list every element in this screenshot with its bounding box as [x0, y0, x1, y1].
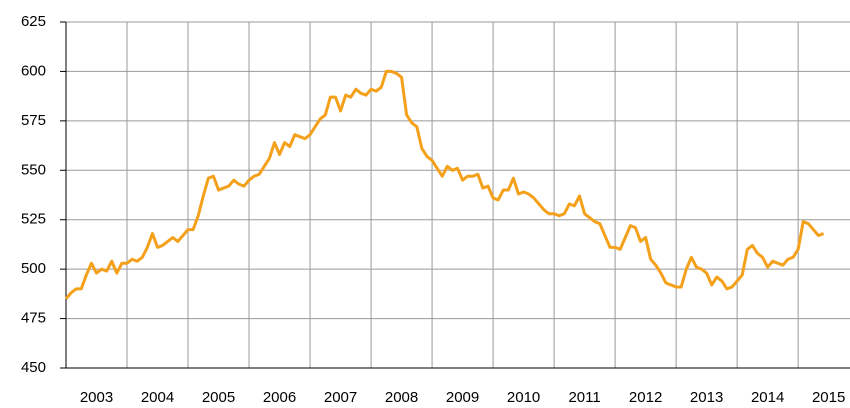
x-tick-label: 2010	[507, 389, 540, 406]
data-line	[64, 69, 825, 300]
x-tick-label: 2003	[80, 389, 113, 406]
x-tick-label: 2009	[446, 389, 479, 406]
x-tick-label: 2013	[690, 389, 723, 406]
x-tick-label: 2011	[568, 389, 600, 406]
y-tick-label: 550	[21, 161, 46, 178]
y-tick-label: 525	[21, 211, 46, 228]
y-tick-label: 575	[21, 112, 46, 129]
x-tick-label: 2006	[263, 389, 296, 406]
x-tick-label: 2007	[324, 389, 357, 406]
x-tick-label: 2005	[202, 389, 235, 406]
x-tick-label: 2008	[385, 389, 418, 406]
x-tick-label: 2012	[629, 389, 662, 406]
y-tick-label: 500	[21, 260, 46, 277]
y-tick-label: 625	[21, 13, 46, 30]
y-tick-label: 475	[21, 310, 46, 327]
y-tick-label: 600	[21, 62, 46, 79]
x-tick-label: 2004	[141, 389, 174, 406]
x-tick-label: 2015	[812, 389, 845, 406]
y-tick-label: 450	[21, 359, 46, 376]
x-tick-label: 2014	[751, 389, 784, 406]
